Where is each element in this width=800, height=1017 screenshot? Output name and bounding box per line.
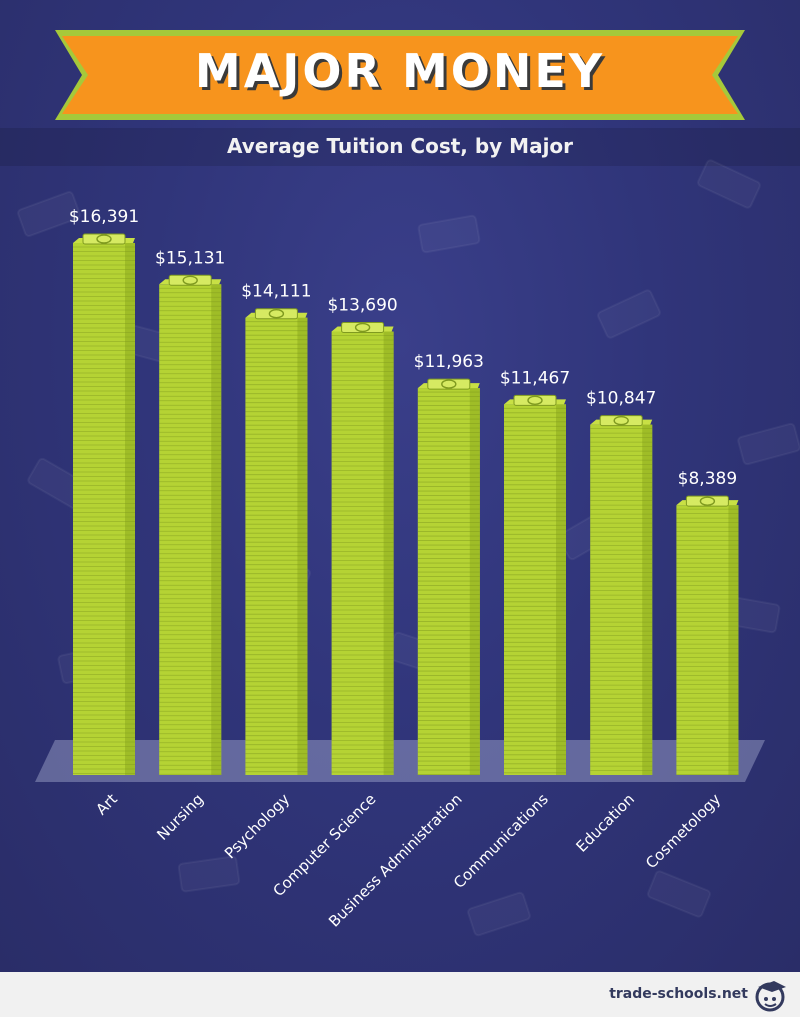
bar-body	[417, 388, 480, 775]
background-bill-14	[467, 891, 531, 937]
title-banner: MAJOR MONEY	[0, 0, 800, 130]
value-label: $13,690	[327, 295, 397, 315]
category-label: Cosmetology	[642, 790, 724, 872]
bar-art	[73, 233, 135, 775]
value-label: $10,847	[586, 389, 656, 409]
category-label: Education	[572, 790, 638, 856]
category-label: Psychology	[221, 790, 293, 862]
background-bill-0	[17, 191, 81, 237]
category-label: Communications	[450, 790, 552, 892]
category-label: Nursing	[153, 790, 207, 844]
background-bill-6	[737, 422, 800, 466]
chart-floor	[35, 740, 765, 782]
main-title: MAJOR MONEY	[194, 44, 606, 98]
graduation-cap-face-icon	[755, 981, 786, 1012]
bar-communications	[504, 394, 566, 775]
bar-body	[504, 404, 566, 775]
background-bill-12	[177, 855, 241, 893]
background-bill-13	[647, 870, 711, 918]
bar-psychology	[245, 308, 308, 775]
banner-ribbon	[55, 30, 745, 120]
footer: trade-schools.net	[0, 972, 800, 1017]
background-bill-1	[697, 159, 761, 209]
bar-chart: $16,391 $15,131 $14,111 $13,690 $11,963 $11,4…	[17, 159, 800, 937]
bars	[73, 233, 739, 776]
value-label: $11,963	[414, 352, 484, 372]
value-labels: $16,391 $15,131 $14,111 $13,690 $11,963 $11,4…	[69, 207, 737, 489]
value-label: $15,131	[155, 248, 225, 268]
value-label: $8,389	[678, 469, 737, 489]
background-bill-4	[597, 289, 661, 339]
bar-cosmetology	[676, 495, 739, 776]
subtitle-band	[0, 128, 800, 166]
value-label: $16,391	[69, 207, 139, 227]
bar-body	[73, 243, 135, 775]
value-label: $14,111	[241, 282, 311, 302]
bar-education	[590, 415, 653, 775]
bar-computer-science	[331, 321, 394, 775]
bar-nursing	[159, 274, 222, 775]
value-label: $11,467	[500, 368, 570, 388]
chart-subtitle: Average Tuition Cost, by Major	[226, 134, 574, 158]
footer-site-link[interactable]: trade-schools.net	[609, 986, 748, 1002]
background-bill-2	[417, 214, 481, 254]
bar-business-administration	[417, 378, 480, 775]
bar-body	[331, 331, 394, 775]
category-label: Art	[92, 790, 121, 819]
